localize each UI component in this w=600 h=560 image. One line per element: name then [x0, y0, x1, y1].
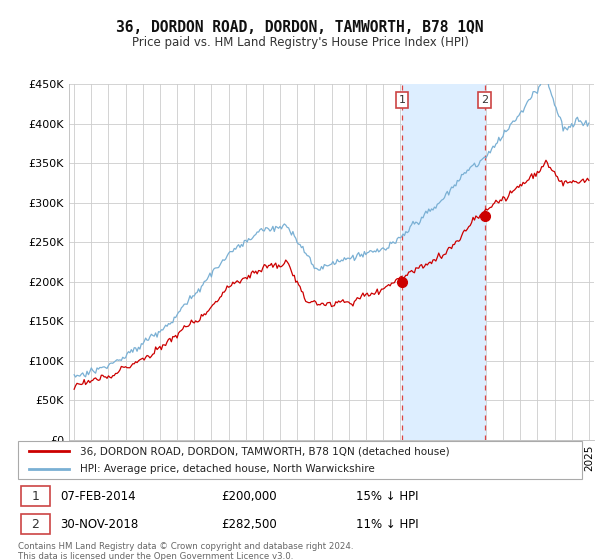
Text: 11% ↓ HPI: 11% ↓ HPI	[356, 517, 419, 531]
FancyBboxPatch shape	[18, 441, 582, 479]
Text: 07-FEB-2014: 07-FEB-2014	[60, 489, 136, 503]
Text: 1: 1	[398, 95, 406, 105]
Bar	[402, 84, 485, 440]
Text: 15% ↓ HPI: 15% ↓ HPI	[356, 489, 419, 503]
FancyBboxPatch shape	[21, 514, 50, 534]
FancyBboxPatch shape	[21, 486, 50, 506]
Text: £282,500: £282,500	[221, 517, 277, 531]
Text: 36, DORDON ROAD, DORDON, TAMWORTH, B78 1QN (detached house): 36, DORDON ROAD, DORDON, TAMWORTH, B78 1…	[80, 446, 449, 456]
Text: 1: 1	[32, 489, 40, 503]
Text: HPI: Average price, detached house, North Warwickshire: HPI: Average price, detached house, Nort…	[80, 464, 375, 474]
Text: 2: 2	[481, 95, 488, 105]
Text: Price paid vs. HM Land Registry's House Price Index (HPI): Price paid vs. HM Land Registry's House …	[131, 36, 469, 49]
Text: £200,000: £200,000	[221, 489, 277, 503]
Text: 30-NOV-2018: 30-NOV-2018	[60, 517, 139, 531]
Text: 2: 2	[32, 517, 40, 531]
Text: 36, DORDON ROAD, DORDON, TAMWORTH, B78 1QN: 36, DORDON ROAD, DORDON, TAMWORTH, B78 1…	[116, 20, 484, 35]
Text: Contains HM Land Registry data © Crown copyright and database right 2024.
This d: Contains HM Land Registry data © Crown c…	[18, 542, 353, 560]
